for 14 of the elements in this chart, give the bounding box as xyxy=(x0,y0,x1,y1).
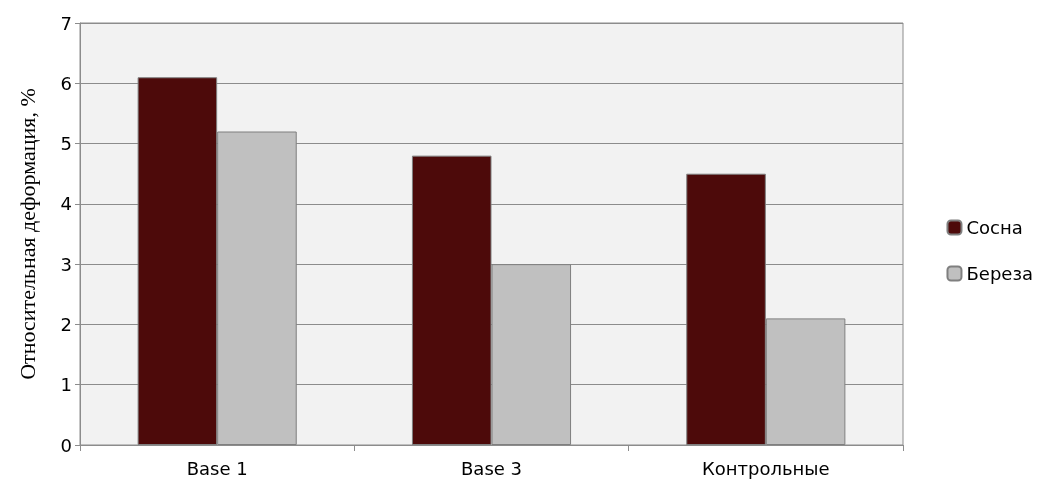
x-tick-label: Контрольные xyxy=(702,457,830,479)
legend-label: Сосна xyxy=(966,217,1023,238)
x-tick-label: Base 1 xyxy=(186,457,248,479)
y-tick-label: 5 xyxy=(60,133,72,155)
x-tick-label: Base 3 xyxy=(460,457,523,479)
y-tick-label: 2 xyxy=(60,313,72,335)
legend-label: Береза xyxy=(966,263,1034,284)
y-tick-label: 3 xyxy=(60,253,72,275)
y-tick-label: 7 xyxy=(60,12,72,34)
y-axis-title: Относительная деформация, % xyxy=(14,88,40,380)
y-tick-label: 4 xyxy=(60,193,72,215)
y-tick-label: 1 xyxy=(60,374,72,396)
y-tick-label: 0 xyxy=(60,434,72,456)
y-tick-label: 6 xyxy=(60,72,72,94)
